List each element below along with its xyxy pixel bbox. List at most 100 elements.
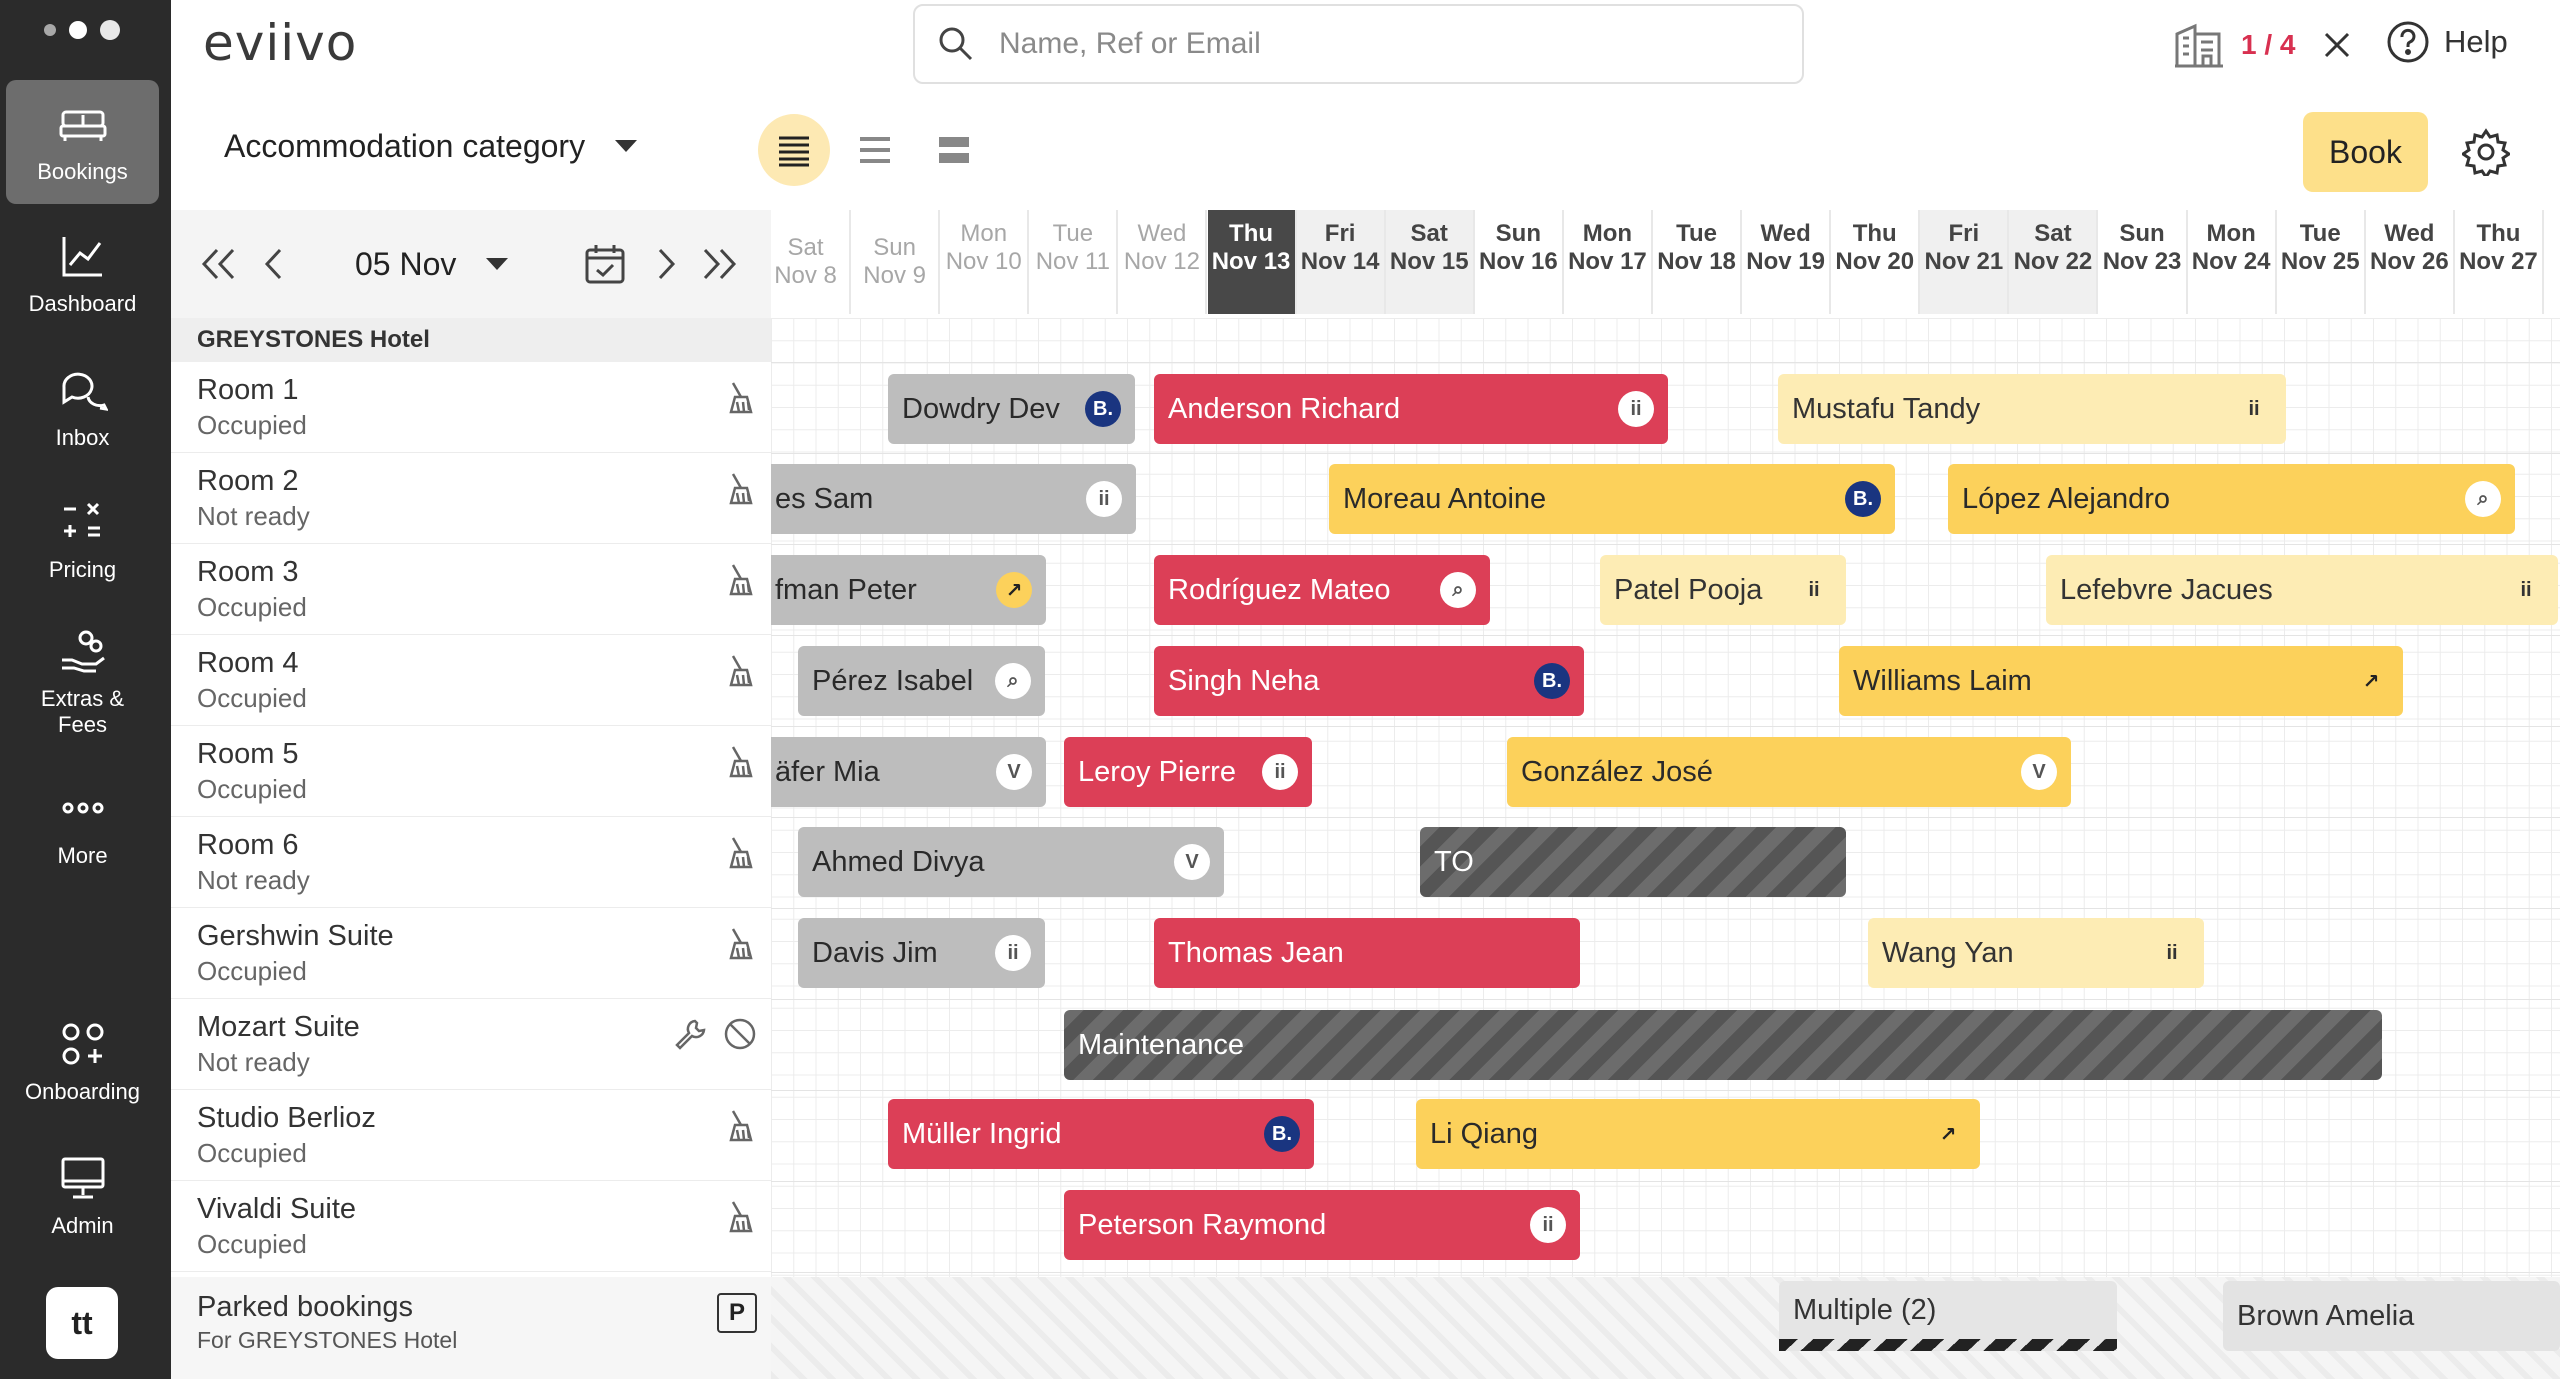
booking-bar[interactable]: Williams Laim ↗ [1839, 646, 2403, 716]
day-column-header[interactable]: Mon Nov 24 [2188, 210, 2277, 314]
booking-bar[interactable]: Wang Yan ii [1868, 918, 2204, 988]
room-row[interactable]: Room 2 Not ready [171, 453, 771, 544]
sidebar-item-pricing[interactable]: Pricing [6, 478, 159, 602]
room-actions[interactable] [721, 653, 757, 689]
room-row[interactable]: Room 5 Occupied [171, 726, 771, 817]
booking-bar[interactable]: Peterson Raymond ii [1064, 1190, 1580, 1260]
sidebar-item-more[interactable]: More [6, 764, 159, 888]
booking-bar[interactable]: Lefebvre Jacues ii [2046, 555, 2558, 625]
sidebar-item-admin[interactable]: Admin [6, 1134, 159, 1258]
room-actions[interactable] [721, 744, 757, 780]
day-column-header[interactable]: Sat Nov 15 [1385, 210, 1475, 314]
day-column-header[interactable]: Tue Nov 25 [2277, 210, 2366, 314]
sidebar-item-inbox[interactable]: Inbox [6, 346, 159, 470]
room-row[interactable]: Mozart Suite Not ready [171, 999, 771, 1090]
booking-bar[interactable]: Brown Amelia [2223, 1281, 2560, 1351]
room-actions[interactable] [721, 1108, 757, 1144]
book-button[interactable]: Book [2303, 112, 2428, 192]
sidebar-item-bookings[interactable]: Bookings [6, 80, 159, 204]
booking-bar[interactable]: Ahmed Divya V [798, 827, 1224, 897]
room-row[interactable]: Gershwin Suite Occupied [171, 908, 771, 999]
booking-bar[interactable]: Singh Neha B. [1154, 646, 1584, 716]
booking-bar[interactable]: Thomas Jean [1154, 918, 1580, 988]
room-row[interactable]: Vivaldi Suite Occupied [171, 1181, 771, 1272]
day-column-header[interactable]: Tue Nov 18 [1653, 210, 1743, 314]
room-actions[interactable] [721, 926, 757, 962]
day-column-header[interactable]: Mon Nov 10 [940, 210, 1030, 314]
booking-bar[interactable]: González José V [1507, 737, 2071, 807]
settings-button[interactable] [2458, 124, 2514, 180]
room-row[interactable]: Studio Berlioz Occupied [171, 1090, 771, 1181]
room-row[interactable]: Room 6 Not ready [171, 817, 771, 908]
day-column-header[interactable]: Thu Nov 13 [1207, 210, 1297, 314]
window-dot-icon[interactable] [100, 20, 120, 40]
booking-bar[interactable]: Pérez Isabel ⌕ [798, 646, 1045, 716]
booking-bar[interactable]: Müller Ingrid B. [888, 1099, 1314, 1169]
day-column-header[interactable]: Sun Nov 16 [1475, 210, 1564, 314]
search-box[interactable] [913, 4, 1804, 84]
date-picker[interactable]: 05 Nov [355, 246, 509, 283]
accommodation-category-select[interactable]: Accommodation category [224, 128, 638, 165]
next-button[interactable] [651, 240, 681, 288]
booking-bar[interactable]: Moreau Antoine B. [1329, 464, 1895, 534]
room-row[interactable]: Room 4 Occupied [171, 635, 771, 726]
booking-bar[interactable]: Mustafu Tandy ii [1778, 374, 2286, 444]
day-column-header[interactable]: Thu Nov 27 [2455, 210, 2544, 314]
day-column-header[interactable]: Sat Nov 8 [771, 210, 852, 314]
booking-bar[interactable]: Patel Pooja ii [1600, 555, 1846, 625]
sidebar-item-onboarding[interactable]: Onboarding [6, 1000, 159, 1124]
row-divider [771, 1272, 2560, 1273]
booking-bar[interactable]: Leroy Pierre ii [1064, 737, 1312, 807]
day-column-header[interactable]: Mon Nov 17 [1564, 210, 1653, 314]
jump-back-button[interactable] [199, 240, 239, 288]
booking-bar[interactable]: fman Peter ↗ [771, 555, 1046, 625]
avatar[interactable]: tt [46, 1287, 118, 1359]
day-column-header[interactable]: Fri Nov 14 [1296, 210, 1386, 314]
day-column-header[interactable]: Thu Nov 20 [1831, 210, 1921, 314]
booking-bar[interactable]: TO [1420, 827, 1846, 897]
search-input[interactable] [999, 27, 1779, 61]
day-column-header[interactable]: Wed Nov 19 [1742, 210, 1832, 314]
day-column-header[interactable]: Sun Nov 23 [2099, 210, 2188, 314]
room-actions[interactable] [721, 562, 757, 598]
booking-bar[interactable]: Maintenance [1064, 1010, 2382, 1080]
previous-button[interactable] [259, 240, 289, 288]
room-actions[interactable] [721, 835, 757, 871]
day-column-header[interactable]: Wed Nov 26 [2366, 210, 2455, 314]
room-row[interactable]: Room 1 Occupied [171, 362, 771, 453]
room-actions[interactable] [721, 1199, 757, 1235]
booking-bar[interactable]: Anderson Richard ii [1154, 374, 1668, 444]
booking-bar[interactable]: Multiple (2) [1779, 1281, 2117, 1351]
window-dot-icon[interactable] [69, 21, 87, 39]
booking-bar[interactable]: López Alejandro ⌕ [1948, 464, 2515, 534]
window-dot-icon[interactable] [44, 24, 56, 36]
sidebar-item-extras-fees[interactable]: Extras & Fees [6, 612, 159, 752]
booking-channel-icon: ii [1808, 578, 1820, 601]
booking-bar[interactable]: es Sam ii [771, 464, 1136, 534]
booking-bar[interactable]: Li Qiang ↗ [1416, 1099, 1980, 1169]
close-button[interactable] [2317, 22, 2357, 68]
day-column-header[interactable]: Sun Nov 9 [851, 210, 941, 314]
jump-forward-button[interactable] [699, 240, 739, 288]
room-actions[interactable] [721, 471, 757, 507]
parked-bookings-row[interactable]: Parked bookings For GREYSTONES Hotel P [171, 1277, 771, 1379]
view-compact-button[interactable] [758, 114, 830, 186]
calendar-button[interactable] [583, 240, 627, 288]
help-button[interactable]: Help [2386, 20, 2508, 64]
day-column-header[interactable]: Fri Nov 21 [1920, 210, 2010, 314]
hotel-switcher[interactable]: 1 / 4 [2173, 20, 2295, 70]
sidebar-item-dashboard[interactable]: Dashboard [6, 212, 159, 336]
view-medium-button[interactable] [839, 114, 911, 186]
booking-bar[interactable]: Dowdry Dev B. [888, 374, 1135, 444]
view-large-button[interactable] [918, 114, 990, 186]
room-actions[interactable] [673, 1017, 757, 1051]
day-column-header[interactable]: Tue Nov 11 [1029, 210, 1119, 314]
room-row[interactable]: Room 3 Occupied [171, 544, 771, 635]
booking-bar[interactable]: äfer Mia V [771, 737, 1046, 807]
room-actions[interactable] [721, 380, 757, 416]
day-column-header[interactable]: Wed Nov 12 [1118, 210, 1208, 314]
guest-name: Thomas Jean [1168, 936, 1344, 969]
booking-bar[interactable]: Davis Jim ii [798, 918, 1045, 988]
booking-bar[interactable]: Rodríguez Mateo ⌕ [1154, 555, 1490, 625]
day-column-header[interactable]: Sat Nov 22 [2009, 210, 2099, 314]
